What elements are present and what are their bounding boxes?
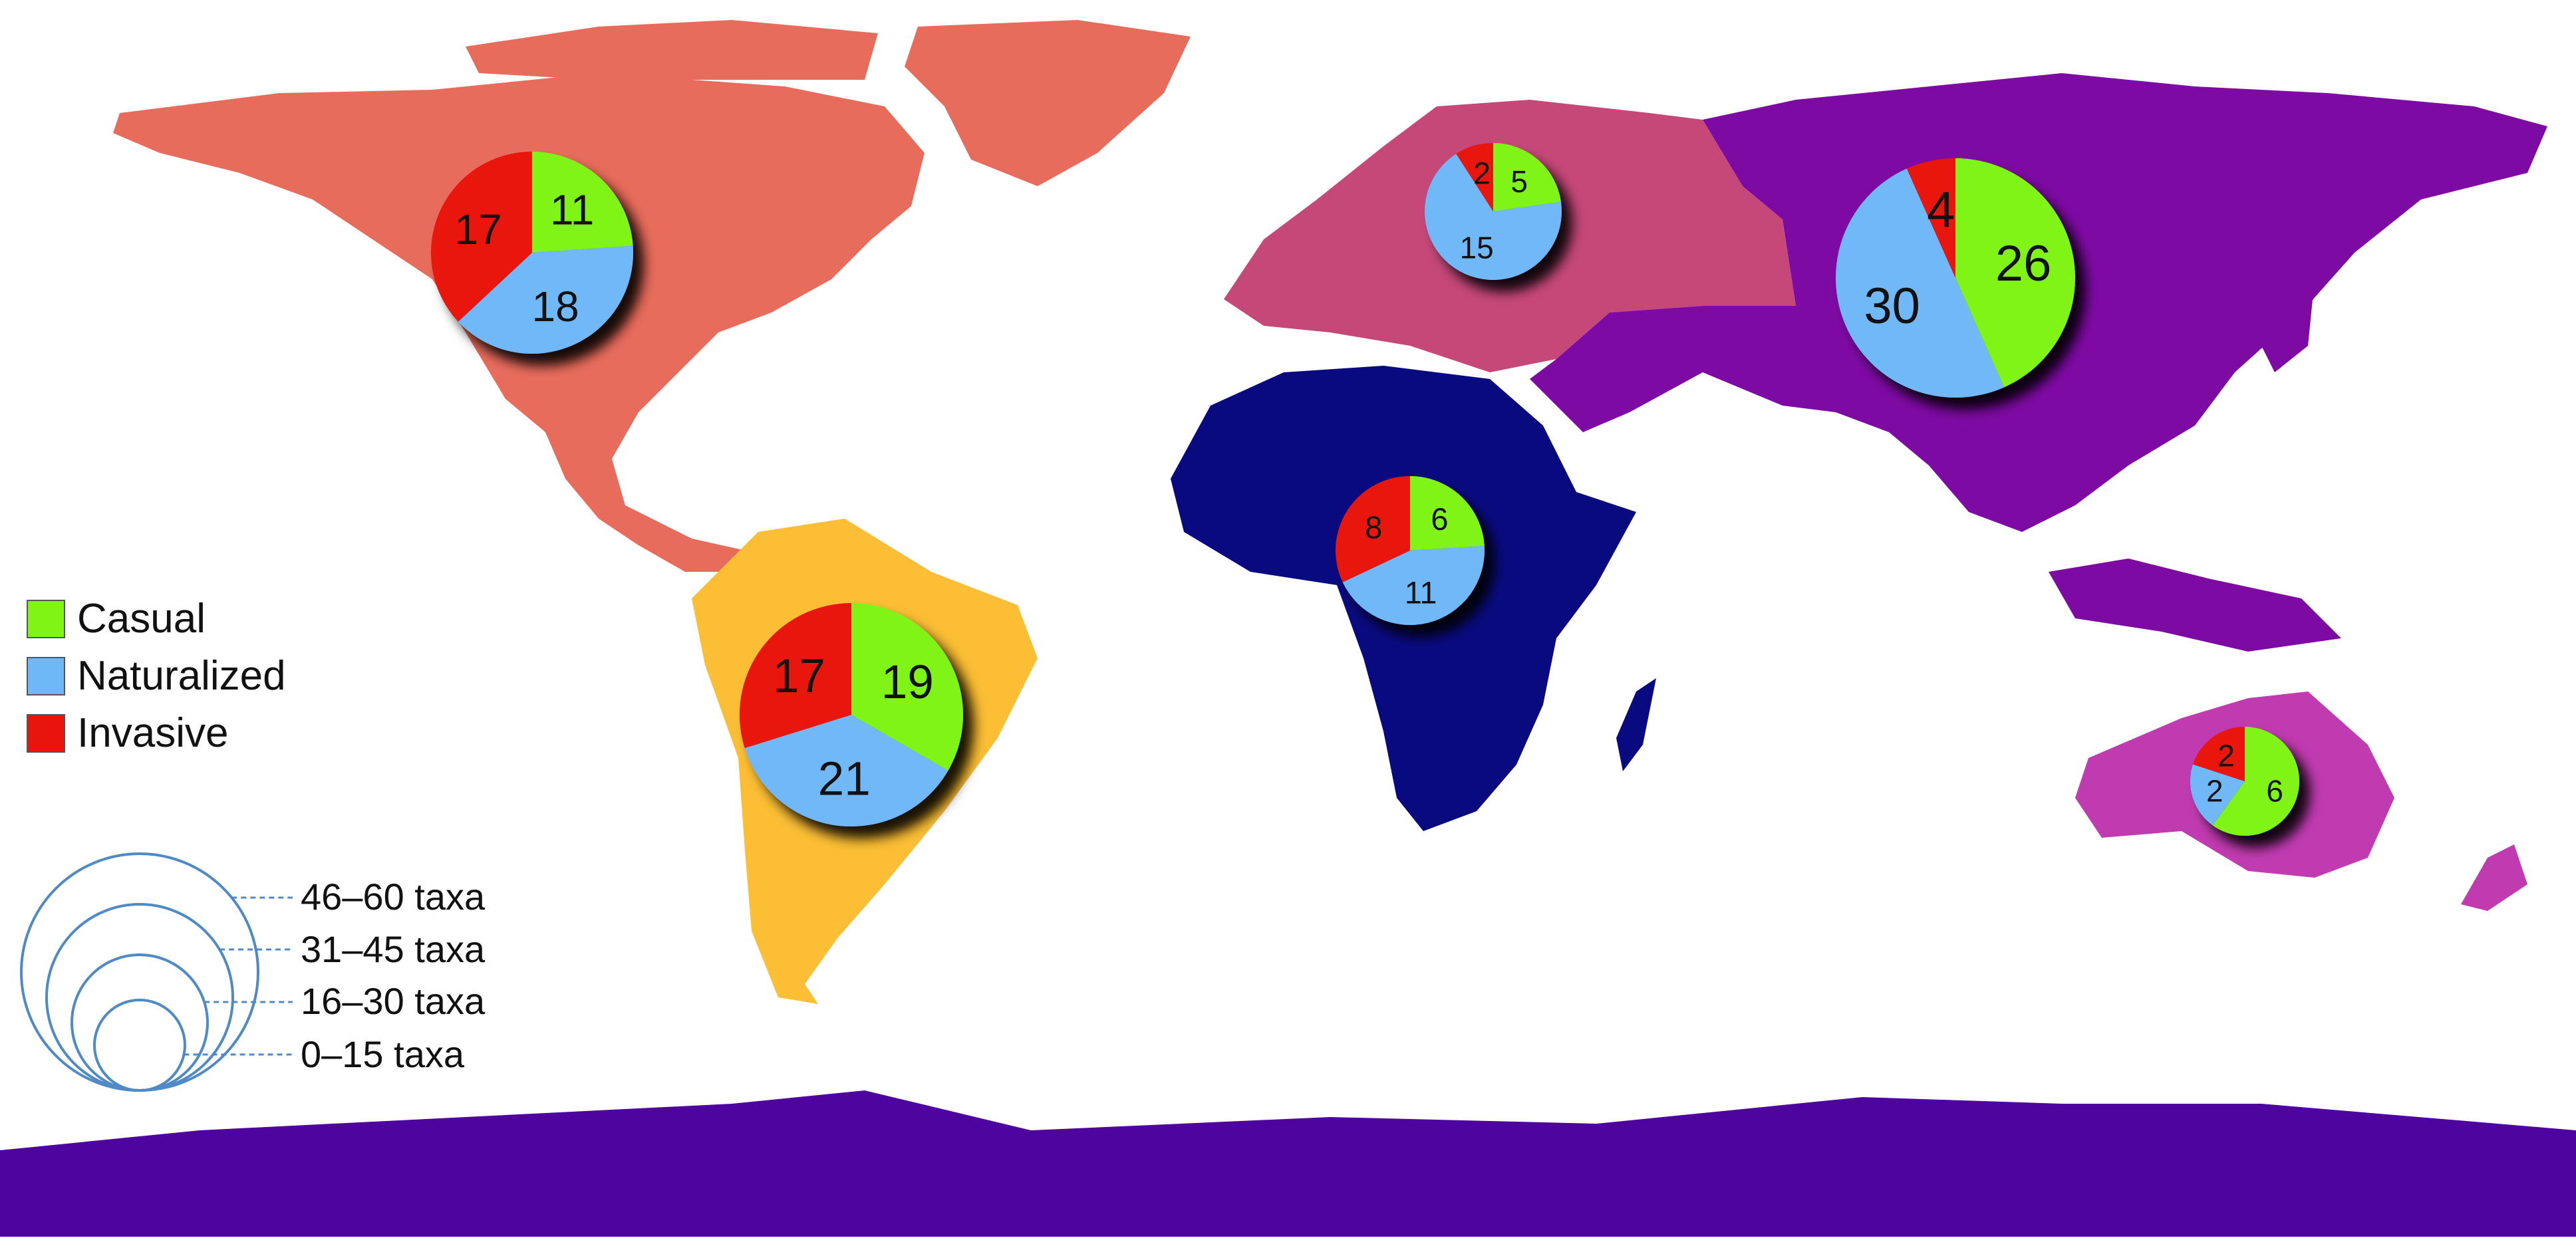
pie-slice-invasive xyxy=(739,603,851,749)
size-legend-circle xyxy=(71,953,209,1092)
japan-region xyxy=(2261,253,2315,372)
pie-label-naturalized: 18 xyxy=(532,283,579,330)
pie-label-naturalized: 2 xyxy=(2206,774,2223,809)
pie-slice-invasive xyxy=(2193,727,2245,781)
pie-slice-invasive xyxy=(1456,143,1493,211)
pie-europe: 5 15 2 xyxy=(1425,143,1562,280)
size-legend-label-46-60: 46–60 taxa xyxy=(301,876,486,918)
pie-label-invasive: 17 xyxy=(773,650,825,703)
pie-label-naturalized: 21 xyxy=(818,753,871,805)
category-legend: Casual Naturalized Invasive xyxy=(27,590,286,762)
pie-slice-naturalized xyxy=(1425,154,1562,280)
pie-label-naturalized: 15 xyxy=(1460,230,1494,265)
pie-label-casual: 11 xyxy=(550,186,594,234)
pie-slice-naturalized xyxy=(458,245,633,354)
pie-label-naturalized: 11 xyxy=(1405,574,1437,610)
pie-slice-casual xyxy=(1493,143,1561,211)
greenland-region xyxy=(905,20,1191,186)
pie-slice-naturalized xyxy=(1342,545,1485,625)
pie-label-casual: 5 xyxy=(1510,164,1528,199)
new-zealand-region xyxy=(2461,844,2527,911)
legend-swatch-invasive xyxy=(27,714,65,753)
size-legend-label-31-45: 31–45 taxa xyxy=(301,928,486,970)
size-legend xyxy=(20,852,293,1092)
pie-label-casual: 6 xyxy=(2266,774,2283,809)
pie-slice-naturalized xyxy=(744,715,948,827)
legend-item-casual: Casual xyxy=(27,590,286,648)
arctic-islands-region xyxy=(466,20,878,80)
pie-label-invasive: 2 xyxy=(1473,156,1491,191)
size-legend-circle xyxy=(93,999,186,1092)
legend-label-casual: Casual xyxy=(77,596,206,642)
pie-slice-invasive xyxy=(1336,476,1410,582)
pie-label-casual: 19 xyxy=(881,656,934,709)
pie-slice-casual xyxy=(532,152,633,253)
size-legend-label-16-30: 16–30 taxa xyxy=(301,980,486,1022)
pie-africa: 6 11 8 xyxy=(1336,476,1485,625)
legend-item-naturalized: Naturalized xyxy=(27,648,286,705)
madagascar-region xyxy=(1616,678,1656,771)
pie-north-america: 11 18 17 xyxy=(431,152,633,354)
legend-item-invasive: Invasive xyxy=(27,705,286,762)
pie-label-naturalized: 30 xyxy=(1864,278,1920,334)
legend-label-naturalized: Naturalized xyxy=(77,653,286,699)
pie-slice-naturalized xyxy=(2190,764,2245,826)
pie-slice-invasive xyxy=(431,152,532,322)
southeast-asia-islands-region xyxy=(2049,559,2341,652)
legend-swatch-naturalized xyxy=(27,657,65,695)
pie-slice-naturalized xyxy=(1836,168,2005,398)
pie-australia: 622 xyxy=(2190,727,2299,836)
pie-label-invasive: 4 xyxy=(1927,182,1955,238)
pie-slice-invasive xyxy=(1906,158,1955,278)
pie-slice-casual xyxy=(2212,727,2299,836)
pie-label-invasive: 2 xyxy=(2218,739,2235,773)
pie-label-casual: 26 xyxy=(1995,235,2052,292)
pie-label-invasive: 17 xyxy=(455,205,502,253)
pie-asia: 26 304 xyxy=(1836,158,2075,398)
pie-slice-casual xyxy=(1410,476,1485,551)
size-legend-circle xyxy=(45,903,234,1092)
pie-slice-casual xyxy=(851,603,963,771)
legend-label-invasive: Invasive xyxy=(77,710,229,756)
pie-label-casual: 6 xyxy=(1431,501,1448,537)
pie-slice-casual xyxy=(1955,158,2075,388)
antarctica-region xyxy=(0,1090,2576,1237)
legend-swatch-casual xyxy=(27,600,65,638)
size-legend-label-0-15: 0–15 taxa xyxy=(301,1033,464,1075)
pie-label-invasive: 8 xyxy=(1365,510,1382,545)
